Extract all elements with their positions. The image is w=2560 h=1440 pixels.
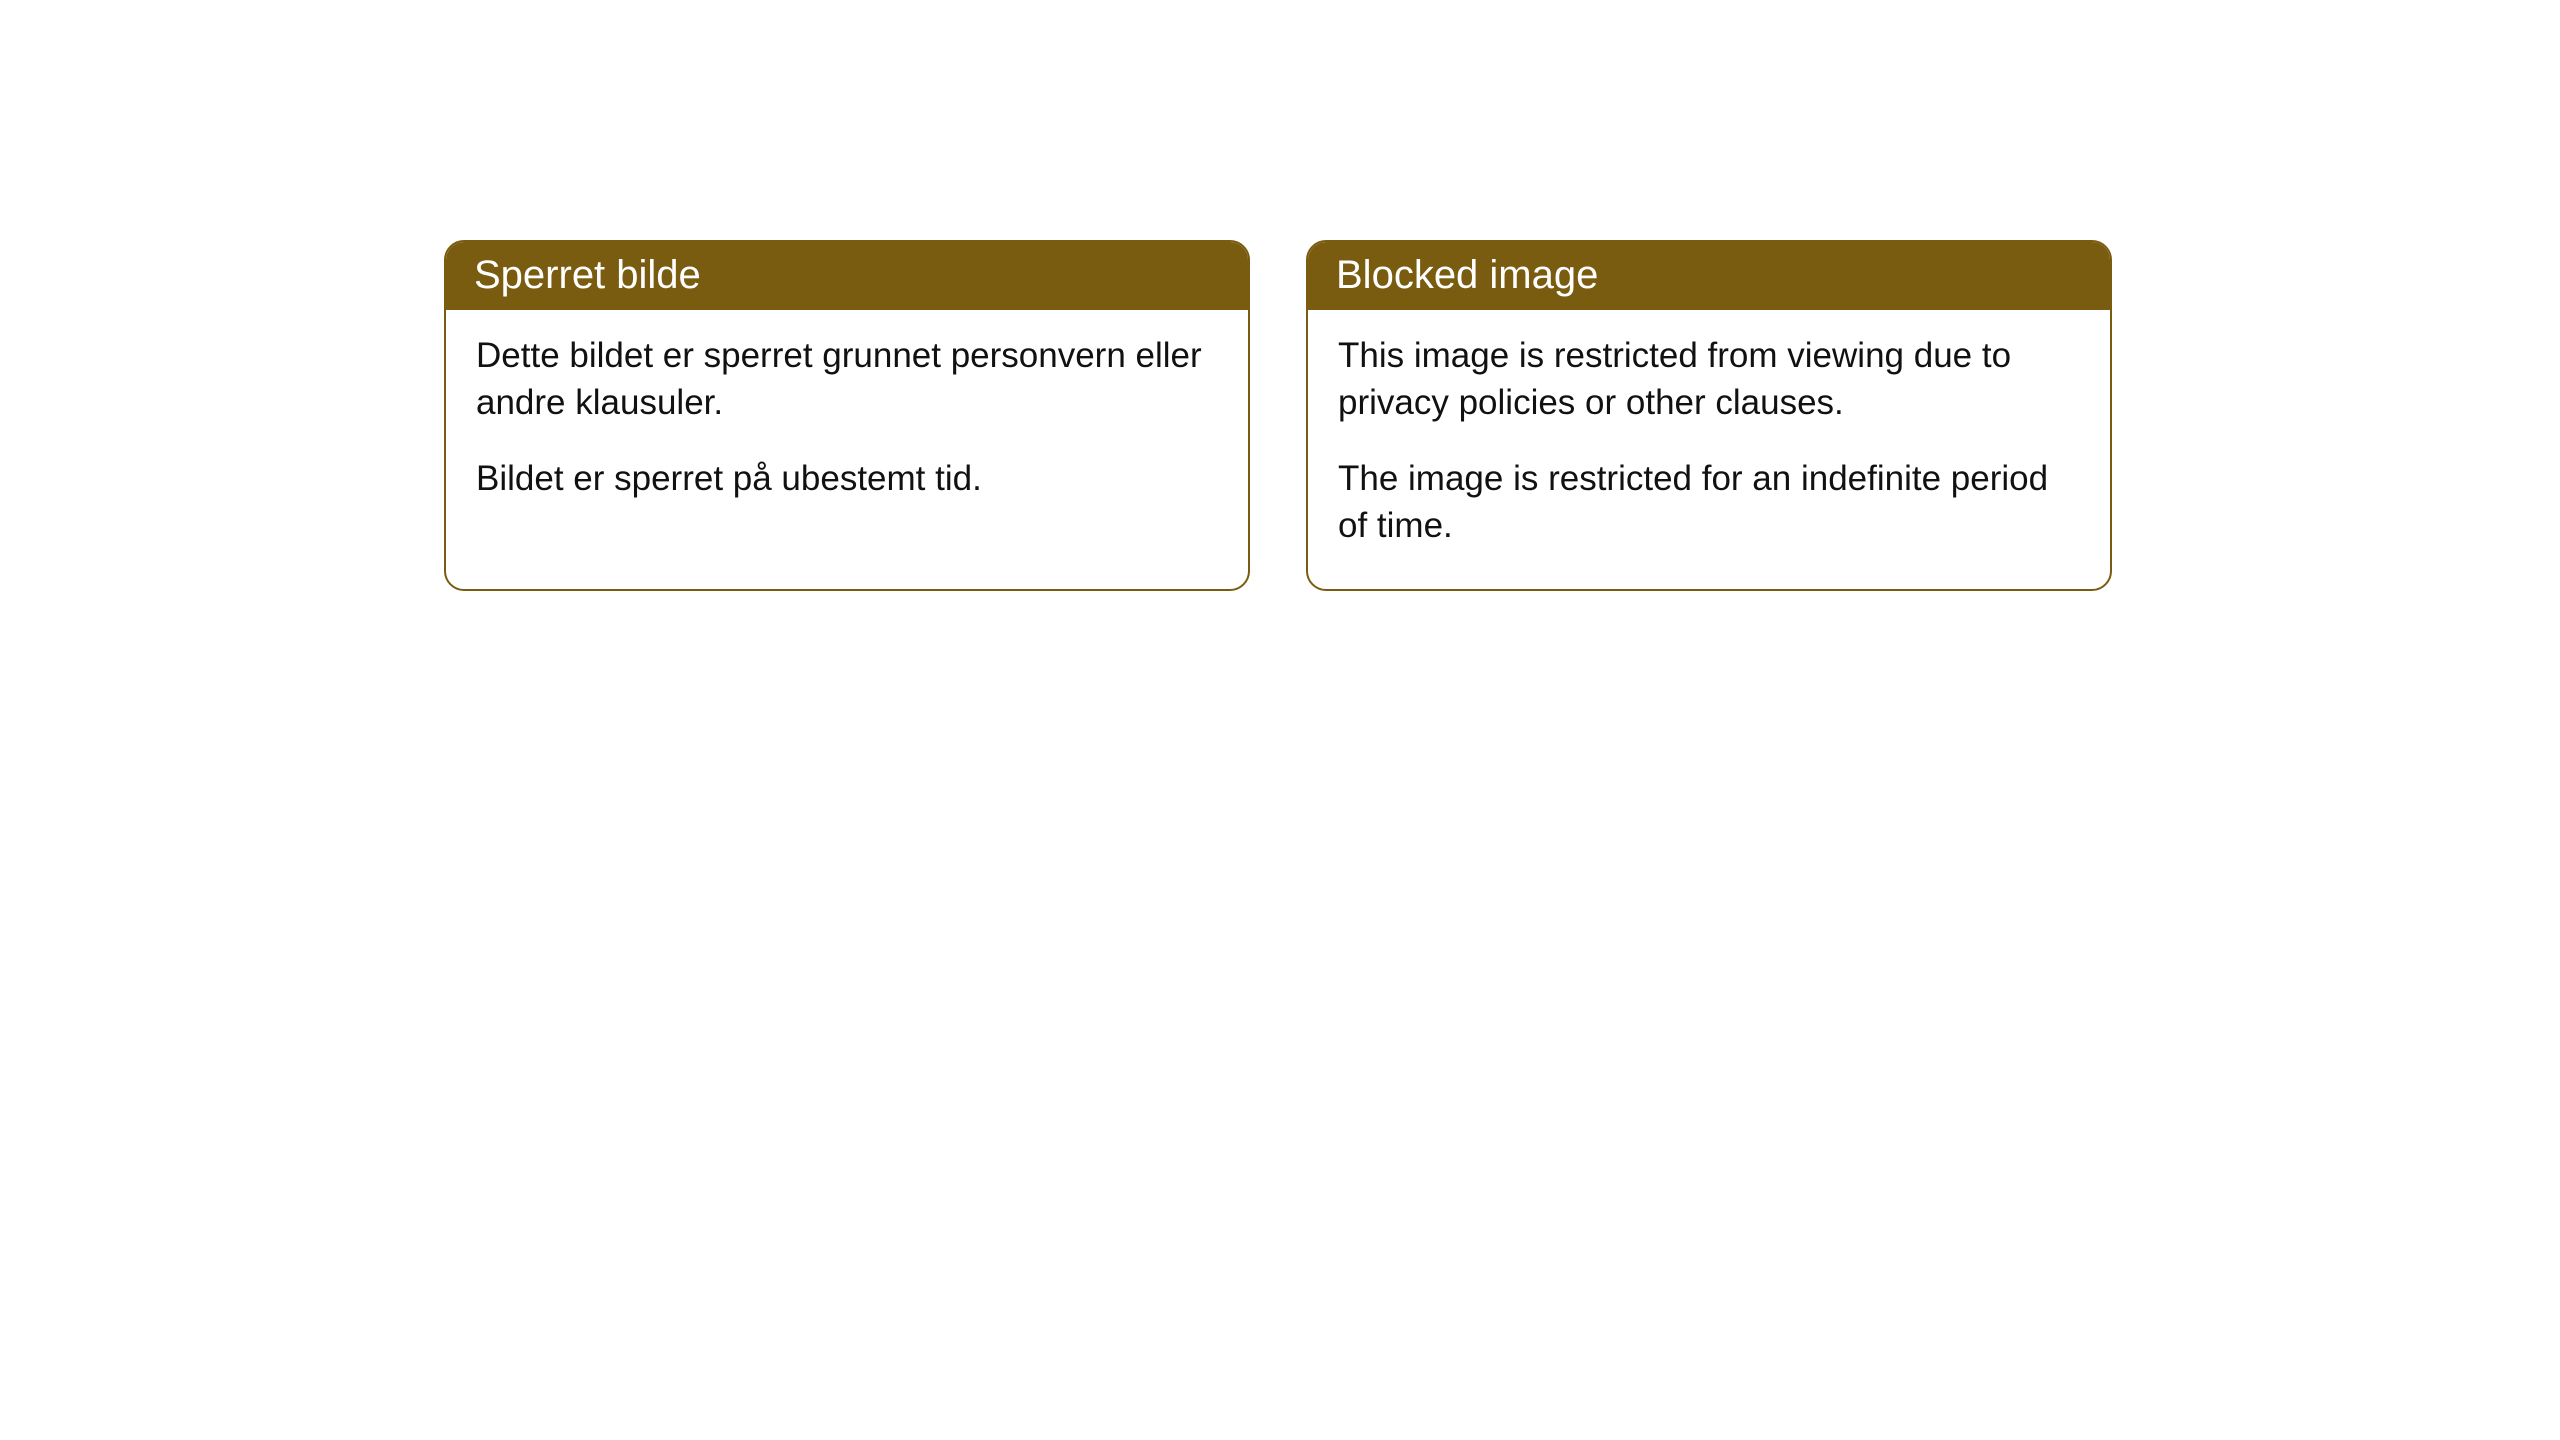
notice-card-body-en: This image is restricted from viewing du… bbox=[1308, 310, 2110, 589]
notice-card-header-no: Sperret bilde bbox=[446, 242, 1248, 310]
notice-card-header-en: Blocked image bbox=[1308, 242, 2110, 310]
notice-card-body-no: Dette bildet er sperret grunnet personve… bbox=[446, 310, 1248, 542]
notice-text: The image is restricted for an indefinit… bbox=[1338, 455, 2080, 550]
notice-text: This image is restricted from viewing du… bbox=[1338, 332, 2080, 427]
notice-card-no: Sperret bilde Dette bildet er sperret gr… bbox=[444, 240, 1250, 591]
page-canvas: Sperret bilde Dette bildet er sperret gr… bbox=[0, 0, 2560, 1440]
notice-card-en: Blocked image This image is restricted f… bbox=[1306, 240, 2112, 591]
notice-text: Dette bildet er sperret grunnet personve… bbox=[476, 332, 1218, 427]
notice-text: Bildet er sperret på ubestemt tid. bbox=[476, 455, 1218, 502]
notice-cards-row: Sperret bilde Dette bildet er sperret gr… bbox=[444, 240, 2112, 591]
